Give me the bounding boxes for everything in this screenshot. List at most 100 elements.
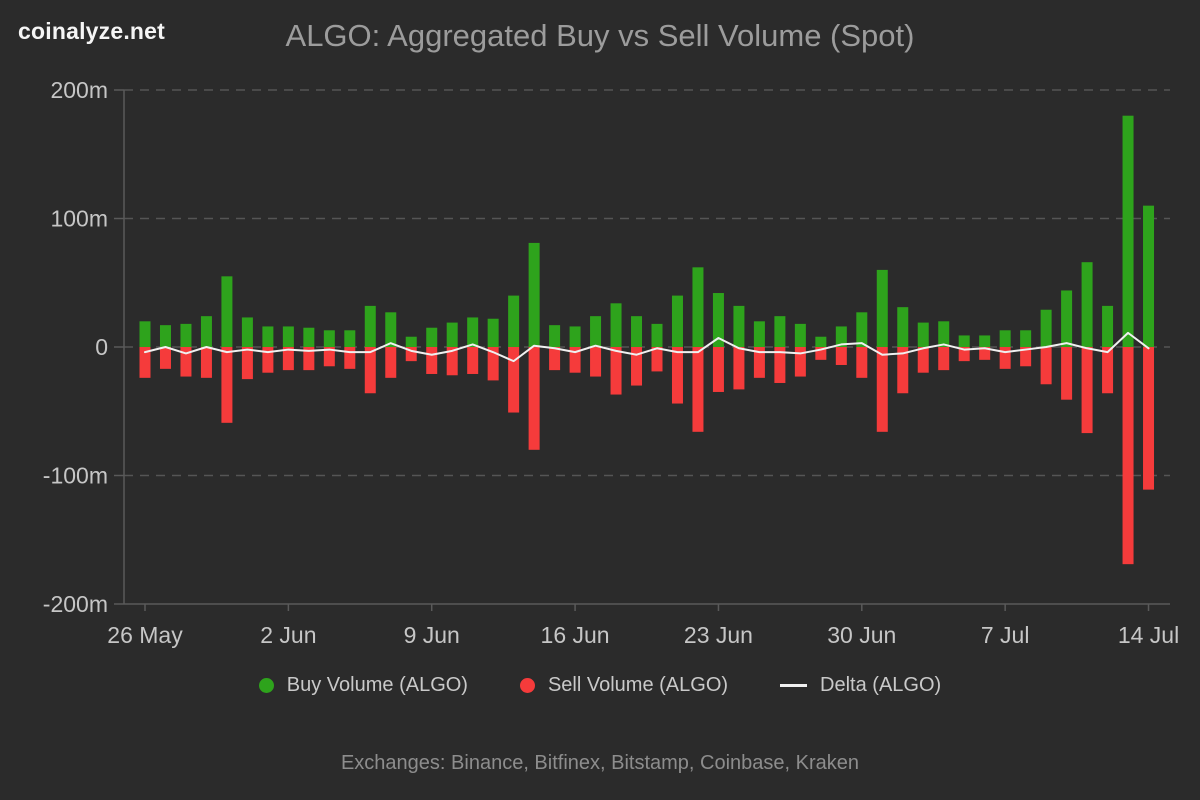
sell-bar-17-Jun xyxy=(590,347,602,377)
sell-bar-28-Jun xyxy=(815,347,827,360)
buy-bar-13-Jul xyxy=(1122,115,1134,347)
legend-label: Buy Volume (ALGO) xyxy=(286,674,468,696)
buy-bar-29-Jun xyxy=(835,326,847,347)
sell-bar-13-Jul xyxy=(1122,347,1134,565)
buy-bar-27-May xyxy=(159,325,171,347)
sell-bar-8-Jun xyxy=(405,347,417,362)
y-tick-label--100m: -100m xyxy=(43,463,108,489)
sell-bar-18-Jun xyxy=(610,347,622,395)
sell-bar-3-Jul xyxy=(917,347,929,373)
sell-bar-29-Jun xyxy=(835,347,847,365)
buy-bar-20-Jun xyxy=(651,323,663,347)
legend-dot-marker xyxy=(519,678,535,693)
sell-bar-30-May xyxy=(221,347,233,423)
sell-bar-4-Jul xyxy=(938,347,950,371)
buy-bar-2-Jul xyxy=(897,307,909,347)
buy-bar-14-Jun xyxy=(528,242,540,347)
buy-bar-15-Jun xyxy=(549,325,561,347)
sell-bar-6-Jul xyxy=(979,347,991,360)
x-tick-label-23-Jun: 23 Jun xyxy=(684,622,753,648)
sell-bar-9-Jul xyxy=(1040,347,1052,385)
buy-bar-27-Jun xyxy=(794,323,806,347)
sell-bar-14-Jun xyxy=(528,347,540,450)
x-tick-label-26-May: 26 May xyxy=(107,622,183,648)
buy-bar-30-Jun xyxy=(856,312,868,347)
legend-item-buy[interactable]: Buy Volume (ALGO) xyxy=(258,674,468,697)
legend-item-sell[interactable]: Sell Volume (ALGO) xyxy=(519,674,729,697)
sell-bar-7-Jun xyxy=(385,347,397,378)
buy-bar-28-May xyxy=(180,323,192,347)
sell-bar-20-Jun xyxy=(651,347,663,372)
sell-bar-1-Jul xyxy=(876,347,888,432)
sell-bar-28-May xyxy=(180,347,192,377)
sell-bar-6-Jun xyxy=(364,347,376,394)
buy-bar-7-Jun xyxy=(385,312,397,347)
buy-bar-5-Jun xyxy=(344,330,356,347)
sell-bar-26-May xyxy=(139,347,151,378)
buy-bar-16-Jun xyxy=(569,326,581,347)
chart-legend: Buy Volume (ALGO) Sell Volume (ALGO) Delta… xyxy=(0,674,1200,697)
buy-bar-17-Jun xyxy=(590,316,602,347)
y-tick-label-100m: 100m xyxy=(50,206,108,232)
buy-bar-30-May xyxy=(221,276,233,347)
exchanges-note: Exchanges: Binance, Bitfinex, Bitstamp, … xyxy=(340,752,860,774)
sell-bar-25-Jun xyxy=(753,347,765,378)
sell-bar-5-Jul xyxy=(958,347,970,362)
buy-bar-28-Jun xyxy=(815,336,827,347)
sell-bar-16-Jun xyxy=(569,347,581,373)
sell-bar-8-Jul xyxy=(1020,347,1032,367)
legend-label: Delta (ALGO) xyxy=(820,674,942,696)
buy-bar-10-Jun xyxy=(446,322,458,347)
sell-bar-26-Jun xyxy=(774,347,786,383)
sell-bar-29-May xyxy=(200,347,212,378)
buy-bar-22-Jun xyxy=(692,267,704,347)
legend-label: Sell Volume (ALGO) xyxy=(547,674,729,696)
sell-bar-21-Jun xyxy=(671,347,683,404)
buy-bar-11-Jul xyxy=(1081,262,1093,347)
buy-bar-4-Jun xyxy=(323,330,335,347)
y-tick-label--200m: -200m xyxy=(43,591,108,617)
buy-bar-10-Jul xyxy=(1061,290,1073,347)
sell-bar-19-Jun xyxy=(631,347,643,386)
buy-bar-14-Jul xyxy=(1143,205,1155,347)
buy-bar-19-Jun xyxy=(631,316,643,347)
buy-bar-6-Jul xyxy=(979,335,991,347)
sell-bar-4-Jun xyxy=(323,347,335,367)
x-tick-label-2-Jun: 2 Jun xyxy=(260,622,316,648)
buy-bar-7-Jul xyxy=(999,330,1011,347)
x-tick-label-16-Jun: 16 Jun xyxy=(541,622,610,648)
sell-bar-11-Jul xyxy=(1081,347,1093,434)
sell-bar-27-May xyxy=(159,347,171,369)
buy-bar-3-Jul xyxy=(917,322,929,347)
sell-bar-9-Jun xyxy=(426,347,438,374)
sell-bar-27-Jun xyxy=(794,347,806,377)
sell-bar-2-Jun xyxy=(282,347,294,371)
buy-bar-24-Jun xyxy=(733,305,745,347)
x-tick-label-14-Jul: 14 Jul xyxy=(1118,622,1179,648)
buy-bar-18-Jun xyxy=(610,303,622,347)
sell-bar-3-Jun xyxy=(303,347,315,371)
legend-dot-marker xyxy=(258,678,274,693)
sell-bar-1-Jun xyxy=(262,347,274,373)
sell-bar-11-Jun xyxy=(467,347,479,374)
sell-bar-30-Jun xyxy=(856,347,868,378)
buy-bar-2-Jun xyxy=(282,326,294,347)
buy-bar-1-Jul xyxy=(876,269,888,347)
buy-bar-21-Jun xyxy=(671,295,683,347)
legend-line-marker xyxy=(780,684,808,687)
x-tick-label-7-Jul: 7 Jul xyxy=(981,622,1030,648)
buy-bar-8-Jul xyxy=(1020,330,1032,347)
delta-line xyxy=(144,331,1150,363)
sell-bar-10-Jul xyxy=(1061,347,1073,400)
legend-item-delta[interactable]: Delta (ALGO) xyxy=(780,674,941,697)
buy-bar-12-Jun xyxy=(487,318,499,347)
sell-bar-15-Jun xyxy=(549,347,561,371)
sell-bar-14-Jul xyxy=(1143,347,1155,490)
buy-bar-12-Jul xyxy=(1102,305,1114,347)
site-logo: coinalyze.net xyxy=(18,18,166,44)
buy-bar-13-Jun xyxy=(508,295,520,347)
buy-bar-1-Jun xyxy=(262,326,274,347)
buy-bar-26-Jun xyxy=(774,316,786,347)
sell-bar-2-Jul xyxy=(897,347,909,394)
